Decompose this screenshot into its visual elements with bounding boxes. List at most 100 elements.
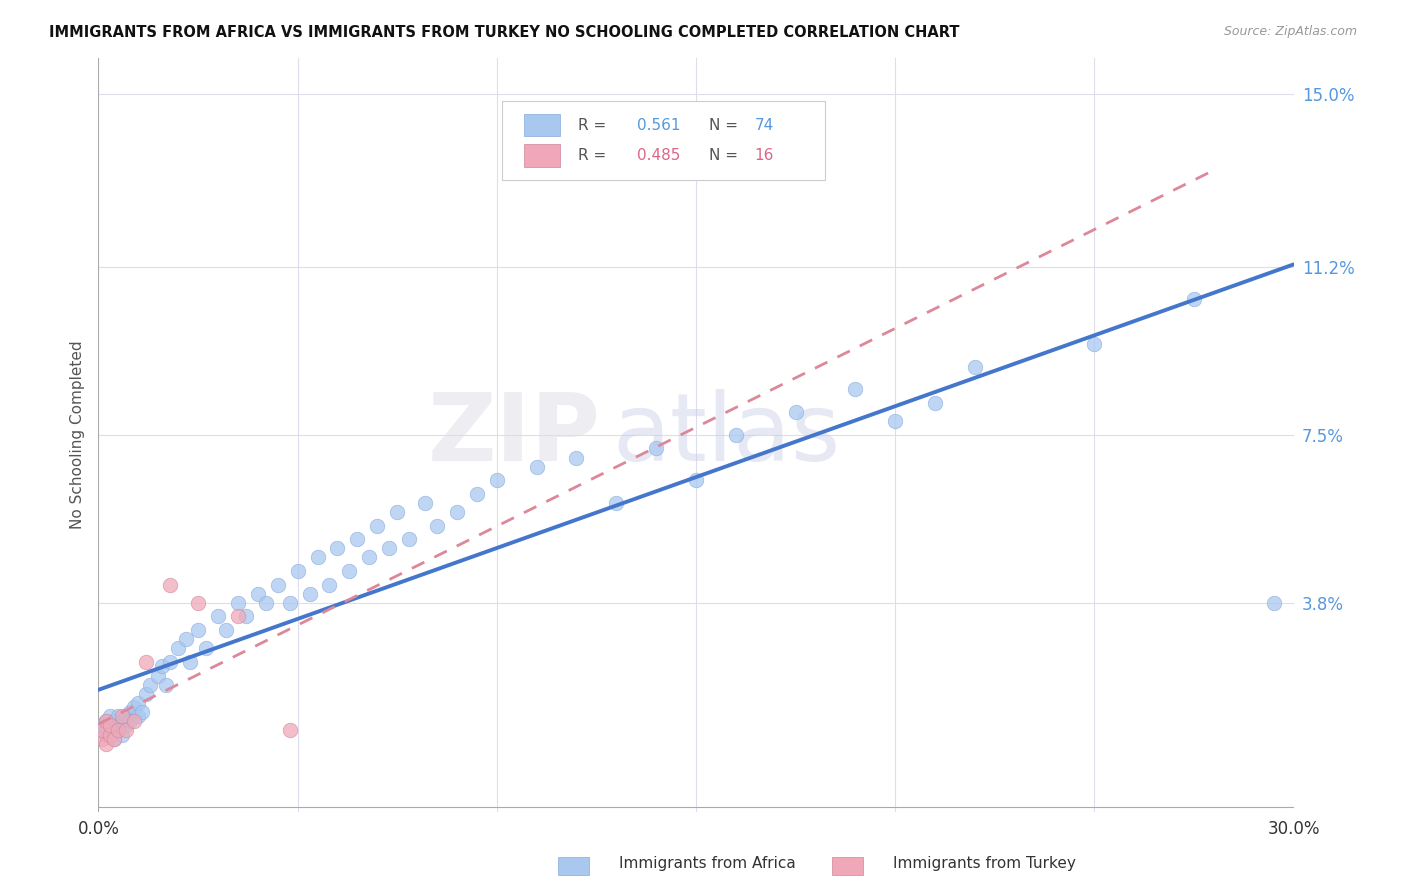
Point (1083, 337, 1105, 351)
Point (339, 564, 361, 578)
Point (278, 723, 301, 737)
Point (115, 723, 138, 737)
Point (120, 714, 142, 728)
Point (115, 709, 138, 723)
Text: N =: N = (709, 118, 738, 133)
Text: Immigrants from Africa: Immigrants from Africa (619, 856, 796, 871)
Point (91, 732, 114, 747)
Text: 0.561: 0.561 (637, 118, 681, 133)
Point (226, 609, 249, 624)
Point (107, 723, 129, 737)
Point (385, 505, 409, 519)
Point (107, 723, 129, 737)
Text: ZIP: ZIP (427, 389, 600, 481)
Y-axis label: No Schooling Completed: No Schooling Completed (69, 341, 84, 529)
Point (1263, 596, 1285, 610)
Point (111, 709, 134, 723)
Point (155, 677, 177, 691)
Text: Source: ZipAtlas.com: Source: ZipAtlas.com (1223, 25, 1357, 38)
Point (844, 383, 866, 397)
Point (96, 737, 118, 751)
Point (174, 632, 197, 647)
Text: Immigrants from Turkey: Immigrants from Turkey (893, 856, 1076, 871)
Point (215, 623, 238, 637)
FancyBboxPatch shape (502, 101, 825, 180)
Point (135, 687, 157, 701)
Point (359, 550, 381, 565)
Point (378, 541, 401, 556)
Point (426, 518, 449, 533)
Point (96, 723, 118, 737)
Point (167, 641, 190, 656)
Point (135, 655, 157, 669)
Text: IMMIGRANTS FROM AFRICA VS IMMIGRANTS FROM TURKEY NO SCHOOLING COMPLETED CORRELAT: IMMIGRANTS FROM AFRICA VS IMMIGRANTS FRO… (49, 25, 960, 40)
Point (107, 709, 129, 723)
Point (111, 727, 134, 741)
Point (267, 577, 290, 591)
Point (346, 533, 368, 547)
Text: N =: N = (709, 148, 738, 162)
Point (187, 596, 209, 610)
Point (124, 714, 146, 728)
Point (785, 405, 807, 419)
Point (246, 587, 269, 601)
Point (278, 596, 301, 610)
Point (287, 564, 309, 578)
Point (963, 359, 986, 374)
Point (254, 596, 277, 610)
Text: atlas: atlas (613, 389, 841, 481)
Point (98, 718, 122, 732)
Point (124, 700, 146, 714)
Point (207, 609, 229, 624)
Point (187, 623, 209, 637)
Point (103, 732, 125, 747)
Point (446, 505, 468, 519)
Point (91, 723, 114, 737)
Point (645, 442, 668, 456)
Point (103, 714, 125, 728)
Text: R =: R = (578, 148, 606, 162)
Text: 16: 16 (755, 148, 773, 162)
Point (413, 496, 436, 510)
Point (398, 533, 420, 547)
Point (98, 727, 122, 741)
Point (307, 550, 329, 565)
Point (159, 655, 181, 669)
Point (724, 428, 747, 442)
Point (485, 473, 508, 487)
Point (115, 718, 138, 732)
Text: 0.485: 0.485 (637, 148, 681, 162)
Point (526, 459, 548, 474)
Point (159, 577, 181, 591)
Point (96, 727, 118, 741)
Point (131, 705, 153, 719)
Point (366, 518, 388, 533)
Point (924, 396, 946, 410)
Point (98, 727, 122, 741)
Point (298, 587, 321, 601)
FancyBboxPatch shape (524, 144, 560, 167)
Point (98, 718, 122, 732)
FancyBboxPatch shape (524, 114, 560, 136)
Point (98, 709, 122, 723)
Point (127, 696, 149, 710)
Point (235, 609, 257, 624)
Point (179, 655, 201, 669)
Point (103, 723, 125, 737)
Point (150, 659, 173, 673)
Point (127, 709, 149, 723)
Text: R =: R = (578, 118, 606, 133)
Point (91, 718, 114, 732)
Point (103, 732, 125, 747)
Point (1182, 292, 1205, 306)
Point (326, 541, 349, 556)
Point (884, 414, 907, 428)
Text: 74: 74 (755, 118, 773, 133)
Point (685, 473, 707, 487)
Point (318, 577, 340, 591)
Point (111, 714, 134, 728)
Point (605, 496, 627, 510)
Point (465, 487, 488, 501)
Point (226, 596, 249, 610)
Point (195, 641, 218, 656)
